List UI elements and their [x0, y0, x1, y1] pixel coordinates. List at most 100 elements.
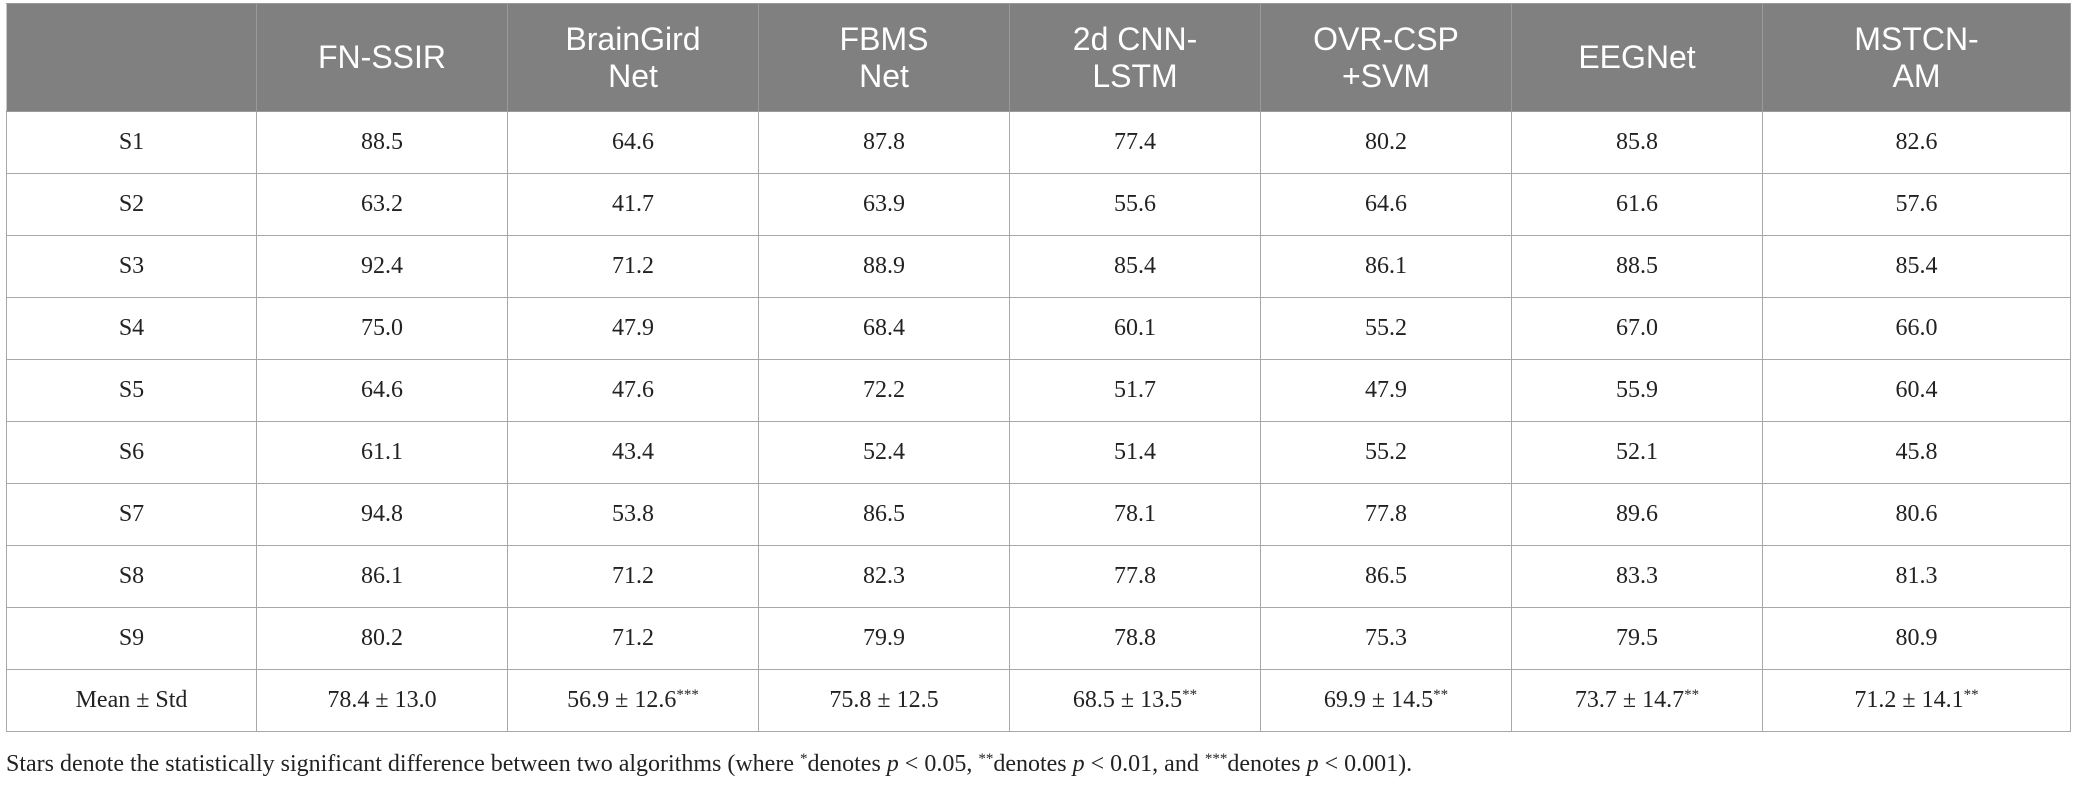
- table-cell: 85.4: [1762, 235, 2071, 298]
- cell-value: 57.6: [1895, 191, 1938, 217]
- table-cell: 80.9: [1762, 607, 2071, 670]
- cell-value: 92.4: [361, 253, 403, 279]
- table-cell: 41.7: [507, 173, 759, 236]
- table-cell: 72.2: [758, 359, 1010, 422]
- table-cell: 86.1: [1260, 235, 1512, 298]
- cell-value: 55.2: [1365, 315, 1407, 341]
- cell-value: 80.6: [1895, 501, 1938, 527]
- cell-value: 63.9: [863, 191, 905, 217]
- cell-value: 82.6: [1895, 129, 1938, 155]
- cell-value: 85.4: [1895, 253, 1938, 279]
- cell-value: 72.2: [863, 377, 905, 403]
- header-line: Net: [608, 57, 658, 94]
- cell-value: 82.3: [863, 563, 905, 589]
- cell-value: 78.4 ± 13.0: [327, 687, 437, 713]
- cell-value: 80.2: [1365, 129, 1407, 155]
- cell-value: 78.1: [1114, 501, 1156, 527]
- table-row: Mean ± Std 78.4 ± 13.0 56.9 ± 12.6*** 75.8 …: [6, 669, 2071, 732]
- cell-value: 80.9: [1895, 625, 1938, 651]
- footnote-text: < 0.001).: [1318, 751, 1413, 777]
- table-cell: 66.0: [1762, 297, 2071, 360]
- cell-value: 41.7: [612, 191, 654, 217]
- column-header: MSTCN- AM: [1762, 3, 2071, 112]
- header-line: AM: [1892, 57, 1941, 94]
- cell-value: 88.9: [863, 253, 905, 279]
- significance-stars: **: [1684, 687, 1700, 703]
- table-cell: 82.3: [758, 545, 1010, 608]
- footnote-text: < 0.01, and: [1084, 751, 1205, 777]
- table-cell: 80.2: [256, 607, 508, 670]
- cell-value: 77.8: [1114, 563, 1156, 589]
- header-line: LSTM: [1092, 57, 1178, 94]
- table-cell: 60.4: [1762, 359, 2071, 422]
- header-line: OVR-CSP: [1313, 20, 1459, 57]
- cell-value: 47.9: [612, 315, 654, 341]
- cell-value: 53.8: [612, 501, 654, 527]
- table-cell: 55.6: [1009, 173, 1261, 236]
- footnote-symbol: p: [1072, 751, 1085, 777]
- table-cell: 94.8: [256, 483, 508, 546]
- table-cell: 88.9: [758, 235, 1010, 298]
- footnote-stars: *: [799, 751, 808, 767]
- table-cell: 86.1: [256, 545, 508, 608]
- column-header: FN-SSIR: [256, 3, 508, 112]
- table-cell: 83.3: [1511, 545, 1763, 608]
- cell-value: 64.6: [1365, 191, 1407, 217]
- cell-value: 61.1: [361, 439, 403, 465]
- table-body: S1 88.5 64.6 87.8 77.4 80.2 85.8 82.6 S2 63.2 41.7…: [6, 111, 2071, 732]
- table-cell: 78.1: [1009, 483, 1261, 546]
- table-cell: 88.5: [1511, 235, 1763, 298]
- footnote-text: denotes: [993, 751, 1073, 777]
- header-line: FN-SSIR: [318, 39, 446, 75]
- table-cell: 77.8: [1260, 483, 1512, 546]
- column-header: OVR-CSP +SVM: [1260, 3, 1512, 112]
- cell-value: 86.5: [863, 501, 905, 527]
- cell-value: 83.3: [1616, 563, 1658, 589]
- cell-value: 55.9: [1616, 377, 1658, 403]
- table-cell: 71.2: [507, 545, 759, 608]
- table-cell: 60.1: [1009, 297, 1261, 360]
- table-cell: 55.2: [1260, 421, 1512, 484]
- table-cell: 82.6: [1762, 111, 2071, 174]
- table-row: S7 94.8 53.8 86.5 78.1 77.8 89.6 80.6: [6, 483, 2071, 546]
- cell-value: 47.6: [612, 377, 654, 403]
- cell-value: 68.5 ± 13.5: [1072, 687, 1183, 713]
- footnote-stars: ***: [1204, 751, 1228, 767]
- cell-value: 51.7: [1114, 377, 1156, 403]
- table-cell: 45.8: [1762, 421, 2071, 484]
- table-cell: 78.8: [1009, 607, 1261, 670]
- column-header: EEGNet: [1511, 3, 1763, 112]
- table-cell: 64.6: [507, 111, 759, 174]
- significance-stars: **: [1182, 687, 1198, 703]
- table-cell: 73.7 ± 14.7**: [1511, 669, 1763, 732]
- table-cell: 57.6: [1762, 173, 2071, 236]
- table-cell: 75.0: [256, 297, 508, 360]
- table-cell: 51.4: [1009, 421, 1261, 484]
- cell-value: 60.4: [1895, 377, 1938, 403]
- cell-value: 73.7 ± 14.7: [1574, 687, 1685, 713]
- row-label: S1: [6, 111, 257, 174]
- footnote-stars: **: [978, 751, 994, 767]
- table-cell: 64.6: [1260, 173, 1512, 236]
- header-line: Net: [859, 57, 909, 94]
- cell-value: 45.8: [1895, 439, 1938, 465]
- table-cell: 88.5: [256, 111, 508, 174]
- header-line: FBMS: [839, 20, 929, 57]
- cell-value: 77.8: [1365, 501, 1407, 527]
- table-row: S6 61.1 43.4 52.4 51.4 55.2 52.1 45.8: [6, 421, 2071, 484]
- column-header: FBMS Net: [758, 3, 1010, 112]
- table-cell: 55.2: [1260, 297, 1512, 360]
- table-cell: 71.2 ± 14.1**: [1762, 669, 2071, 732]
- cell-value: 56.9 ± 12.6: [567, 687, 677, 713]
- cell-value: 75.0: [361, 315, 403, 341]
- cell-value: 71.2: [612, 563, 654, 589]
- row-label: S9: [6, 607, 257, 670]
- footnote-symbol: p: [1306, 751, 1319, 777]
- table-cell: 78.4 ± 13.0: [256, 669, 508, 732]
- table-cell: 86.5: [758, 483, 1010, 546]
- cell-value: 86.1: [1365, 253, 1407, 279]
- table-cell: 63.2: [256, 173, 508, 236]
- table-cell: 77.4: [1009, 111, 1261, 174]
- table-cell: 61.6: [1511, 173, 1763, 236]
